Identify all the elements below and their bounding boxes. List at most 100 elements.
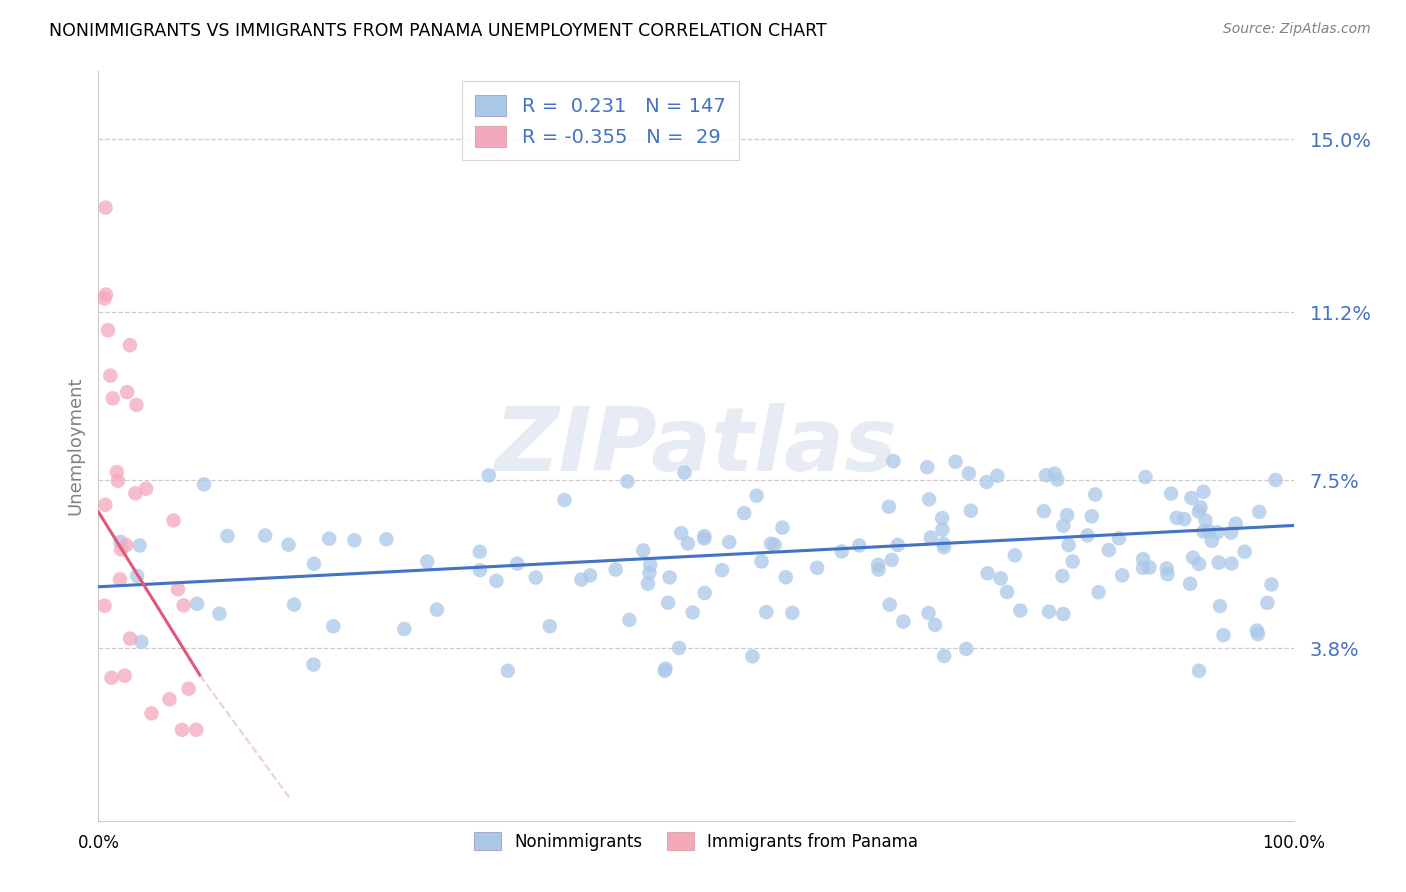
Point <box>115 538 138 552</box>
Point <box>141 706 163 721</box>
Point <box>1160 486 1182 500</box>
Point <box>254 528 277 542</box>
Point <box>506 557 529 571</box>
Point <box>1132 552 1154 566</box>
Point <box>920 531 942 545</box>
Point <box>186 597 208 611</box>
Point <box>917 606 939 620</box>
Point <box>125 398 148 412</box>
Point <box>755 605 778 619</box>
Point <box>1194 513 1216 527</box>
Point <box>1209 599 1232 613</box>
Point <box>848 538 870 552</box>
Point <box>1057 538 1080 552</box>
Point <box>932 540 955 554</box>
Point <box>1233 545 1256 559</box>
Text: NONIMMIGRANTS VS IMMIGRANTS FROM PANAMA UNEMPLOYMENT CORRELATION CHART: NONIMMIGRANTS VS IMMIGRANTS FROM PANAMA … <box>49 22 827 40</box>
Point <box>931 523 953 537</box>
Point <box>115 385 138 400</box>
Point <box>806 561 828 575</box>
Point <box>931 511 953 525</box>
Legend: Nonimmigrants, Immigrants from Panama: Nonimmigrants, Immigrants from Panama <box>467 825 925 857</box>
Point <box>208 607 231 621</box>
Point <box>1139 560 1161 574</box>
Point <box>638 566 661 580</box>
Point <box>1206 525 1229 540</box>
Point <box>1080 509 1102 524</box>
Point <box>658 570 681 584</box>
Point <box>1247 627 1270 641</box>
Point <box>637 576 659 591</box>
Point <box>524 570 547 584</box>
Point <box>671 526 693 541</box>
Point <box>468 563 491 577</box>
Point <box>101 392 124 406</box>
Point <box>654 664 676 678</box>
Point <box>657 596 679 610</box>
Point <box>496 664 519 678</box>
Point <box>693 529 716 543</box>
Point <box>426 602 449 616</box>
Point <box>322 619 344 633</box>
Point <box>1035 468 1057 483</box>
Point <box>1010 603 1032 617</box>
Point <box>924 618 946 632</box>
Point <box>932 648 955 663</box>
Point <box>127 569 149 583</box>
Point <box>93 292 115 306</box>
Point <box>98 368 122 383</box>
Point <box>1212 628 1234 642</box>
Point <box>959 504 981 518</box>
Point <box>1220 525 1243 540</box>
Point <box>741 649 763 664</box>
Point <box>945 455 967 469</box>
Point <box>553 493 575 508</box>
Point <box>763 538 786 552</box>
Point <box>302 557 325 571</box>
Point <box>917 460 939 475</box>
Point <box>668 640 690 655</box>
Point <box>485 574 508 588</box>
Point <box>880 553 903 567</box>
Point <box>1249 505 1271 519</box>
Point <box>1062 554 1084 568</box>
Point <box>759 536 782 550</box>
Point <box>1046 473 1069 487</box>
Point <box>770 520 793 534</box>
Point <box>638 558 661 572</box>
Point <box>745 489 768 503</box>
Point <box>682 606 704 620</box>
Point <box>277 538 299 552</box>
Point <box>217 529 239 543</box>
Point <box>733 506 755 520</box>
Point <box>1156 567 1178 582</box>
Point <box>1111 568 1133 582</box>
Point <box>1043 467 1066 481</box>
Point <box>711 563 734 577</box>
Point <box>633 543 655 558</box>
Point <box>693 586 716 600</box>
Point <box>1052 607 1074 621</box>
Point <box>775 570 797 584</box>
Point <box>1056 508 1078 522</box>
Point <box>693 532 716 546</box>
Point <box>1076 528 1098 542</box>
Point <box>100 671 122 685</box>
Point <box>1156 561 1178 575</box>
Point <box>1192 524 1215 539</box>
Point <box>1052 518 1074 533</box>
Point <box>107 474 129 488</box>
Point <box>990 571 1012 585</box>
Point <box>955 641 977 656</box>
Point <box>162 514 184 528</box>
Point <box>579 568 602 582</box>
Point <box>673 466 696 480</box>
Point <box>986 468 1008 483</box>
Point <box>538 619 561 633</box>
Point <box>114 668 136 682</box>
Point <box>868 563 890 577</box>
Point <box>173 599 195 613</box>
Point <box>343 533 366 548</box>
Point <box>1132 561 1154 575</box>
Point <box>375 533 398 547</box>
